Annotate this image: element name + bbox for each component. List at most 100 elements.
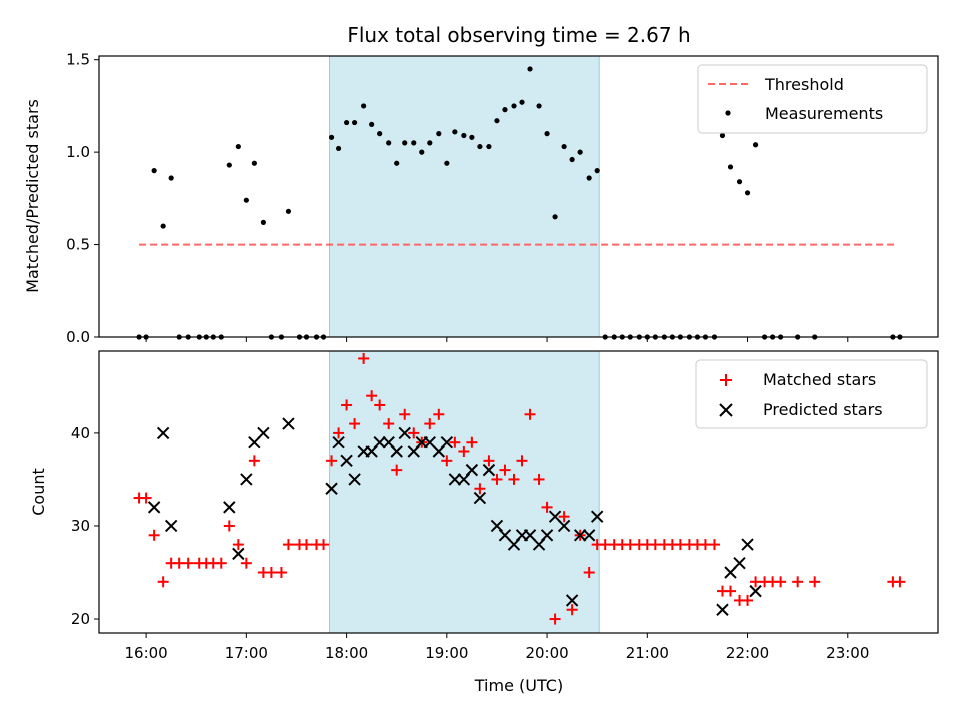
legend-measurements-label: Measurements — [765, 104, 883, 123]
measurement-point — [544, 131, 550, 137]
measurement-point — [536, 103, 542, 109]
matched-star-point — [549, 613, 561, 625]
matched-star-point — [275, 567, 287, 579]
x-axis-label: Time (UTC) — [474, 676, 563, 695]
measurement-point — [452, 129, 458, 135]
top-legend: Threshold Measurements — [697, 64, 928, 134]
matched-star-point — [318, 539, 330, 551]
predicted-star-point — [232, 547, 245, 561]
matched-star-point — [466, 436, 478, 448]
predicted-star-point — [164, 519, 178, 533]
predicted-star-point — [473, 491, 487, 505]
measurement-point — [411, 140, 417, 146]
measurement-point — [402, 140, 408, 146]
measurement-point — [226, 162, 232, 168]
matched-star-point — [894, 576, 906, 588]
matched-star-point — [333, 427, 345, 439]
matched-star-point — [499, 464, 511, 476]
predicted-star-point — [373, 436, 386, 449]
matched-star-point — [792, 576, 804, 588]
predicted-star-point — [465, 463, 479, 477]
measurement-point — [744, 190, 751, 196]
top-observing-window — [329, 55, 600, 338]
measurement-point — [394, 160, 400, 166]
measurement-point — [386, 140, 392, 146]
matched-star-point — [215, 557, 227, 569]
matched-star-point — [725, 585, 737, 597]
top-x-ticks — [145, 337, 849, 342]
measurement-point — [486, 143, 492, 150]
bottom-legend: Matched stars Predicted stars — [695, 359, 928, 429]
bottom-y-axis-label: Count — [29, 468, 48, 516]
matched-star-point — [708, 539, 720, 551]
measurement-point — [285, 208, 292, 214]
measurement-point — [436, 131, 442, 137]
predicted-star-point — [282, 417, 295, 430]
measurement-point — [361, 103, 367, 109]
matched-star-point — [474, 483, 486, 495]
top-panel: 0.0 0.5 1.0 1.5 Matched/Predicted stars Thr… — [23, 51, 939, 346]
measurement-point — [419, 149, 425, 155]
bottom-y-ticks: 20 30 40 — [71, 424, 99, 628]
predicted-star-point — [733, 556, 746, 570]
measurement-point — [519, 99, 525, 105]
measurement-point — [369, 121, 375, 128]
legend-matched-label: Matched stars — [763, 370, 876, 389]
predicted-star-point — [147, 501, 161, 514]
predicted-star-point — [749, 584, 762, 598]
measurement-point — [377, 131, 383, 137]
predicted-star-point — [398, 426, 411, 440]
predicted-star-point — [573, 529, 587, 542]
matched-star-point — [508, 473, 520, 485]
measurement-point — [352, 119, 358, 126]
matched-star-point — [182, 557, 194, 569]
predicted-star-point — [448, 473, 462, 486]
predicted-star-point — [716, 603, 729, 616]
x-tick-label: 19:00 — [425, 644, 468, 662]
legend-matched-swatch — [720, 374, 732, 386]
legend-predicted-label: Predicted stars — [763, 400, 883, 419]
matched-star-point — [366, 390, 378, 402]
matched-star-point — [358, 352, 370, 364]
measurement-point — [151, 168, 157, 174]
top-y-tick-label: 1.5 — [66, 51, 90, 69]
matched-star-point — [140, 492, 152, 504]
top-y-ticks: 0.0 0.5 1.0 1.5 — [66, 51, 99, 346]
matched-star-point — [399, 408, 411, 420]
measurement-point — [469, 134, 475, 140]
matched-star-point — [809, 576, 821, 588]
predicted-star-point — [340, 454, 353, 468]
bottom-panel: 20 30 40 16:00 17:00 18:00 19:00 20:00 21:00 22:… — [29, 350, 939, 695]
measurement-point — [494, 118, 500, 124]
matched-star-point — [248, 455, 260, 467]
measurement-point — [502, 107, 508, 113]
matched-star-point — [541, 501, 553, 513]
x-tick-label: 20:00 — [525, 644, 568, 662]
measurement-point — [328, 134, 335, 140]
measurement-point — [527, 66, 533, 72]
measurement-point — [561, 143, 567, 150]
matched-star-point — [391, 464, 403, 476]
matched-star-point — [458, 446, 470, 458]
matched-star-point — [483, 455, 495, 467]
predicted-star-point — [557, 519, 571, 533]
legend-predicted-swatch — [719, 403, 733, 417]
predicted-star-point — [348, 473, 361, 486]
top-y-tick-label: 0.5 — [66, 236, 90, 254]
matched-star-point — [326, 455, 338, 467]
legend-threshold-label: Threshold — [764, 75, 844, 94]
predicted-star-point — [390, 445, 403, 458]
x-tick-label: 21:00 — [626, 644, 669, 662]
predicted-star-point — [540, 529, 554, 542]
measurement-point — [511, 103, 517, 109]
top-legend-box — [697, 64, 928, 134]
count-points — [133, 352, 906, 625]
matched-star-point — [441, 455, 453, 467]
predicted-star-point — [565, 594, 579, 607]
bottom-y-tick-label: 20 — [71, 610, 90, 628]
matched-star-point — [408, 427, 420, 439]
bottom-y-tick-label: 30 — [71, 517, 90, 535]
bottom-y-tick-label: 40 — [71, 424, 90, 442]
measurement-point — [736, 179, 743, 185]
matched-star-point — [282, 539, 294, 551]
